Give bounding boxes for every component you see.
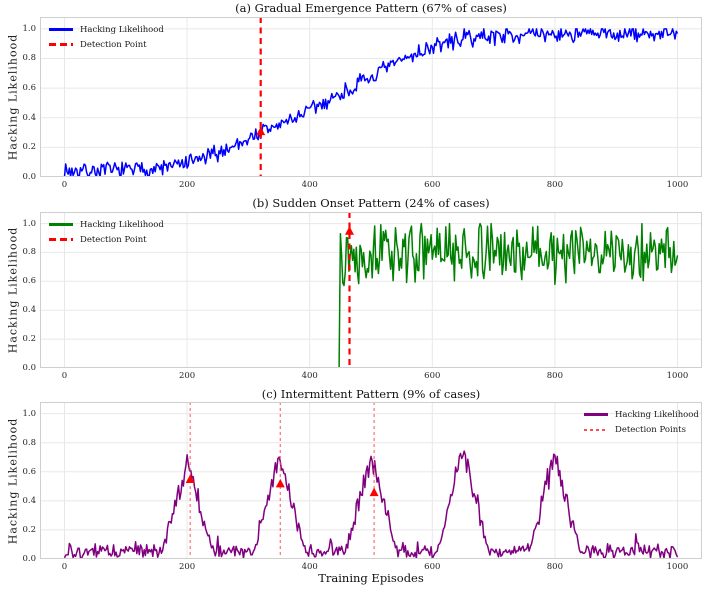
subplot-a-ylabel: Hacking Likelihood (6, 33, 20, 161)
x-tick-label: 200 (178, 371, 196, 381)
subplot-c-plot-area (40, 402, 702, 559)
subplot-b-plot-area (40, 212, 702, 368)
x-tick-label: 0 (61, 371, 68, 381)
legend-label: Detection Point (80, 39, 147, 50)
legend-label: Detection Points (615, 424, 686, 435)
dashed-line-sample-icon (49, 238, 73, 241)
subplot-b-legend: Hacking Likelihood Detection Point (49, 217, 164, 247)
line-sample-icon (49, 223, 73, 226)
x-tick-label: 600 (424, 562, 441, 572)
x-tick-label: 600 (424, 180, 441, 190)
x-tick-label: 1000 (666, 371, 689, 381)
subplot-a-legend: Hacking Likelihood Detection Point (49, 22, 164, 52)
legend-label: Hacking Likelihood (80, 24, 164, 35)
x-tick-label: 1000 (666, 562, 689, 572)
x-tick-label: 800 (546, 180, 563, 190)
legend-entry: Hacking Likelihood (584, 407, 699, 422)
x-tick-label: 600 (424, 371, 441, 381)
y-tick-label: 1.0 (22, 23, 36, 34)
y-tick-label: 1.0 (22, 218, 36, 229)
legend-entry: Hacking Likelihood (49, 217, 164, 232)
y-tick-label: 0.8 (22, 247, 36, 258)
x-tick-label: 800 (546, 371, 563, 381)
legend-label: Detection Point (80, 234, 147, 245)
y-tick-label: 1.0 (22, 408, 36, 419)
legend-entry: Detection Point (49, 37, 164, 52)
x-axis-label: Training Episodes (318, 571, 424, 585)
subplot-b-ylabel: Hacking Likelihood (6, 226, 20, 354)
y-tick-label: 0.0 (22, 172, 36, 182)
x-tick-label: 200 (178, 180, 196, 190)
y-tick-label: 0.4 (22, 112, 36, 123)
legend-label: Hacking Likelihood (615, 409, 699, 420)
y-tick-label: 0.8 (22, 53, 36, 64)
line-sample-icon (49, 28, 73, 31)
dashed-line-sample-icon (584, 428, 608, 431)
x-tick-label: 1000 (666, 180, 689, 190)
y-tick-label: 0.2 (22, 524, 36, 535)
y-tick-label: 0.4 (22, 305, 36, 316)
subplot-c-legend: Hacking Likelihood Detection Points (584, 407, 699, 437)
y-tick-label: 0.0 (22, 554, 36, 564)
legend-entry: Hacking Likelihood (49, 22, 164, 37)
dashed-line-sample-icon (49, 43, 73, 46)
legend-label: Hacking Likelihood (80, 219, 164, 230)
y-tick-label: 0.8 (22, 437, 36, 448)
y-tick-label: 0.6 (22, 83, 36, 94)
x-tick-label: 200 (178, 562, 196, 572)
y-tick-label: 0.6 (22, 276, 36, 287)
x-tick-label: 400 (301, 180, 318, 190)
legend-entry: Detection Points (584, 422, 699, 437)
x-tick-label: 0 (61, 180, 68, 190)
subplot-a-title: (a) Gradual Emergence Pattern (67% of ca… (235, 1, 507, 15)
y-tick-label: 0.2 (22, 334, 36, 345)
subplot-c-title: (c) Intermittent Pattern (9% of cases) (261, 387, 481, 401)
x-tick-label: 400 (301, 562, 318, 572)
y-tick-label: 0.4 (22, 495, 36, 506)
legend-entry: Detection Point (49, 232, 164, 247)
x-tick-label: 800 (546, 562, 563, 572)
x-tick-label: 0 (61, 562, 68, 572)
y-tick-label: 0.0 (22, 363, 36, 373)
subplot-b-title: (b) Sudden Onset Pattern (24% of cases) (252, 196, 490, 210)
line-sample-icon (584, 413, 608, 416)
y-tick-label: 0.2 (22, 142, 36, 153)
x-tick-label: 400 (301, 371, 318, 381)
subplot-c-ylabel: Hacking Likelihood (6, 417, 20, 544)
y-tick-label: 0.6 (22, 466, 36, 477)
